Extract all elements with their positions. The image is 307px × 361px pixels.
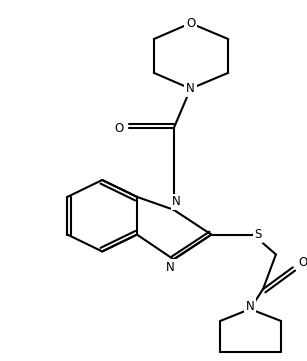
Text: O: O [186,17,195,30]
Text: N: N [186,82,195,95]
Text: N: N [172,195,181,208]
Text: O: O [115,122,124,135]
Text: N: N [166,261,175,274]
Text: O: O [298,256,307,269]
Text: N: N [246,300,255,313]
Text: S: S [255,228,262,241]
